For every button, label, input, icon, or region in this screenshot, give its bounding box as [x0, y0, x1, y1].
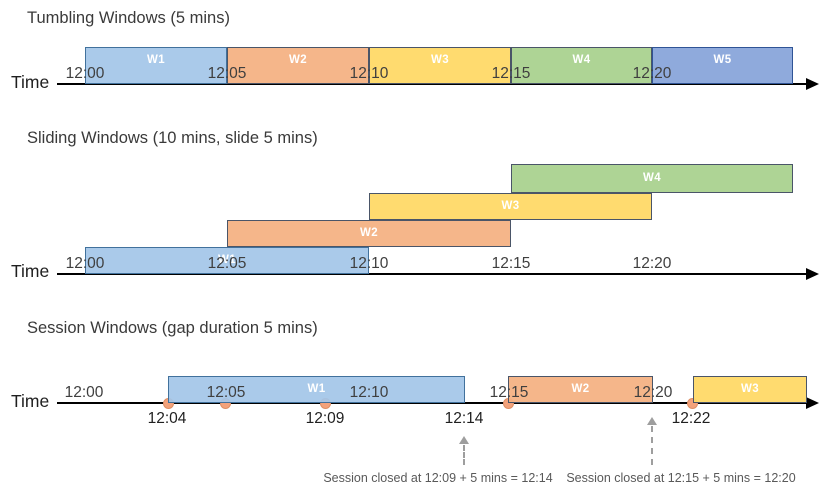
section-title: Session Windows (gap duration 5 mins) — [27, 319, 318, 337]
tick-label: 12:00 — [64, 384, 104, 401]
window-box: W2 — [508, 376, 653, 403]
window-label: W3 — [501, 199, 520, 212]
window-box: W2 — [227, 47, 369, 84]
tick-label: 12:10 — [349, 65, 389, 82]
tick-label: 12:20 — [632, 255, 672, 272]
window-box: W1 — [85, 47, 227, 84]
axis-arrowhead-icon — [806, 268, 819, 280]
tick-label: 12:10 — [349, 255, 389, 272]
window-label: W3 — [430, 54, 450, 66]
tick-label: 12:10 — [349, 384, 389, 401]
window-box: W1 — [168, 376, 465, 403]
tick-label: 12:20 — [633, 384, 673, 401]
event-time-label: 12:04 — [147, 410, 187, 427]
time-axis — [57, 273, 807, 275]
tick-label: 12:05 — [207, 255, 247, 272]
tick-label: 12:05 — [206, 384, 246, 401]
time-axis-label: Time — [11, 261, 50, 281]
window-box: W3 — [369, 47, 511, 84]
event-time-label: 12:09 — [305, 410, 345, 427]
window-label: W1 — [307, 382, 326, 395]
window-box: W3 — [693, 376, 807, 403]
window-label: W1 — [217, 253, 237, 266]
axis-arrowhead-icon — [806, 78, 819, 90]
window-label: W1 — [146, 54, 166, 66]
tick-label: 12:20 — [632, 65, 672, 82]
section-title: Tumbling Windows (5 mins) — [27, 9, 230, 27]
callout-arrow-line — [463, 445, 465, 465]
event-time-label: 12:22 — [671, 410, 711, 427]
tick-label: 12:00 — [65, 255, 105, 272]
window-box: W1 — [85, 247, 369, 274]
window-box: W4 — [511, 164, 793, 193]
event-time-label: 12:14 — [444, 410, 484, 427]
time-axis-label: Time — [11, 72, 50, 92]
time-axis-label: Time — [11, 391, 50, 411]
section-title: Sliding Windows (10 mins, slide 5 mins) — [27, 129, 318, 147]
window-box: W3 — [369, 193, 652, 220]
callout-arrowhead-icon — [647, 417, 657, 425]
callout-arrow-line — [651, 426, 653, 465]
tick-label: 12:00 — [65, 65, 105, 82]
tick-label: 12:15 — [491, 255, 531, 272]
axis-arrowhead-icon — [806, 397, 819, 409]
window-label: W2 — [359, 226, 379, 239]
window-label: W4 — [642, 171, 662, 184]
window-label: W2 — [571, 382, 590, 395]
event-dot — [686, 397, 698, 409]
tick-label: 12:15 — [489, 384, 529, 401]
window-label: W5 — [713, 54, 732, 66]
window-box: W5 — [652, 47, 793, 84]
tick-label: 12:05 — [207, 65, 247, 82]
window-label: W2 — [288, 54, 308, 66]
callout-arrowhead-icon — [459, 436, 469, 444]
tick-label: 12:15 — [491, 65, 531, 82]
window-box: W2 — [227, 220, 511, 247]
window-label: W4 — [572, 54, 591, 66]
window-box: W4 — [511, 47, 652, 84]
callout-text: Session closed at 12:09 + 5 mins = 12:14 — [323, 471, 553, 485]
window-label: W3 — [740, 382, 760, 395]
callout-text: Session closed at 12:15 + 5 mins = 12:20 — [566, 471, 796, 485]
time-axis — [57, 83, 807, 85]
time-axis — [57, 402, 807, 404]
